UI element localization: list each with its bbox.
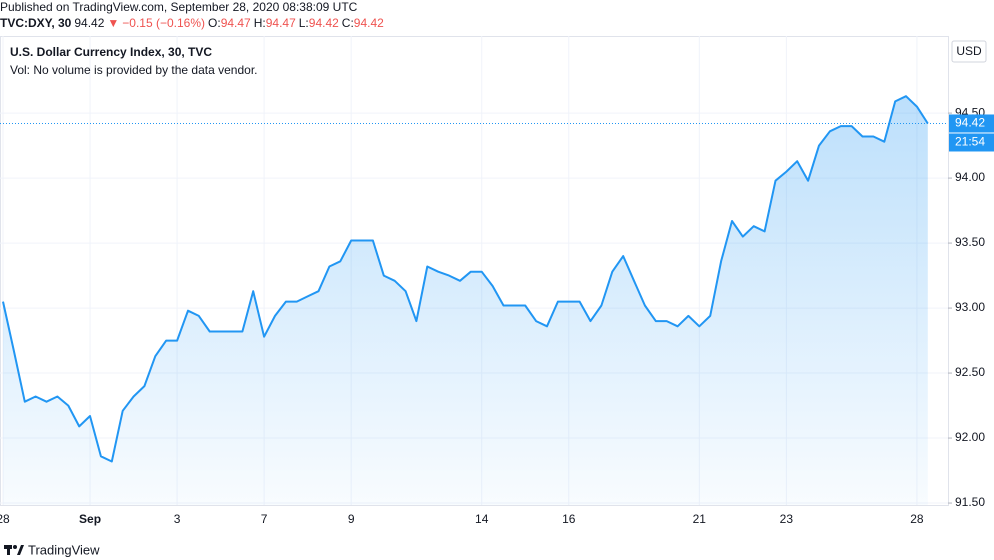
y-tick-label: 93.50 bbox=[955, 235, 985, 249]
x-tick-label: 14 bbox=[475, 512, 489, 526]
last-price-box bbox=[949, 114, 994, 133]
countdown-box bbox=[949, 133, 994, 152]
published-line: Published on TradingView.com, September … bbox=[0, 0, 360, 14]
x-tick-label: 7 bbox=[261, 512, 268, 526]
pane-border bbox=[0, 36, 949, 506]
chart-title: U.S. Dollar Currency Index, 30, TVC bbox=[10, 45, 212, 59]
ohlc-value: 94.47 bbox=[220, 16, 251, 30]
change: −0.15 (−0.16%) bbox=[122, 16, 206, 30]
ohlc-value: 94.42 bbox=[308, 16, 339, 30]
y-tick-label: 92.00 bbox=[955, 430, 985, 444]
quote-line: TVC:DXY, 30 94.42 ▼ −0.15 (−0.16%) O:94.47 H:… bbox=[0, 16, 387, 30]
y-tick-label: 94.00 bbox=[955, 170, 985, 184]
last-price-label: 94.42 bbox=[955, 116, 985, 130]
x-tick-label: Sep bbox=[79, 512, 101, 526]
symbol: TVC:DXY, 30 bbox=[0, 16, 72, 30]
ohlc-label: O: bbox=[208, 16, 221, 30]
area-fill bbox=[3, 96, 928, 505]
chart-subtitle: Vol: No volume is provided by the data v… bbox=[10, 63, 257, 77]
x-tick-label: 21 bbox=[693, 512, 707, 526]
published: Published on TradingView.com, September … bbox=[0, 0, 358, 14]
x-tick-label: 28 bbox=[0, 512, 10, 526]
ohlc-value: 94.42 bbox=[353, 16, 384, 30]
y-tick-label: 93.00 bbox=[955, 300, 985, 314]
change-arrow: ▼ bbox=[107, 16, 120, 30]
ohlc-label: H: bbox=[253, 16, 266, 30]
ohlc-label: L: bbox=[298, 16, 309, 30]
ohlc-value: 94.47 bbox=[265, 16, 296, 30]
y-tick-label: 92.50 bbox=[955, 365, 985, 379]
x-tick-label: 28 bbox=[910, 512, 924, 526]
y-tick-label: 91.50 bbox=[955, 495, 985, 509]
brand-logo bbox=[4, 545, 24, 555]
x-tick-label: 9 bbox=[348, 512, 355, 526]
last-price: 94.42 bbox=[74, 16, 105, 30]
ohlc-label: C: bbox=[341, 16, 354, 30]
brand: TradingView bbox=[28, 542, 100, 557]
x-tick-label: 16 bbox=[562, 512, 576, 526]
countdown: 21:54 bbox=[955, 135, 985, 149]
currency-box bbox=[951, 40, 987, 63]
currency: USD bbox=[956, 44, 982, 58]
price-line bbox=[2, 95, 929, 463]
x-tick-label: 23 bbox=[780, 512, 794, 526]
x-tick-label: 3 bbox=[174, 512, 181, 526]
